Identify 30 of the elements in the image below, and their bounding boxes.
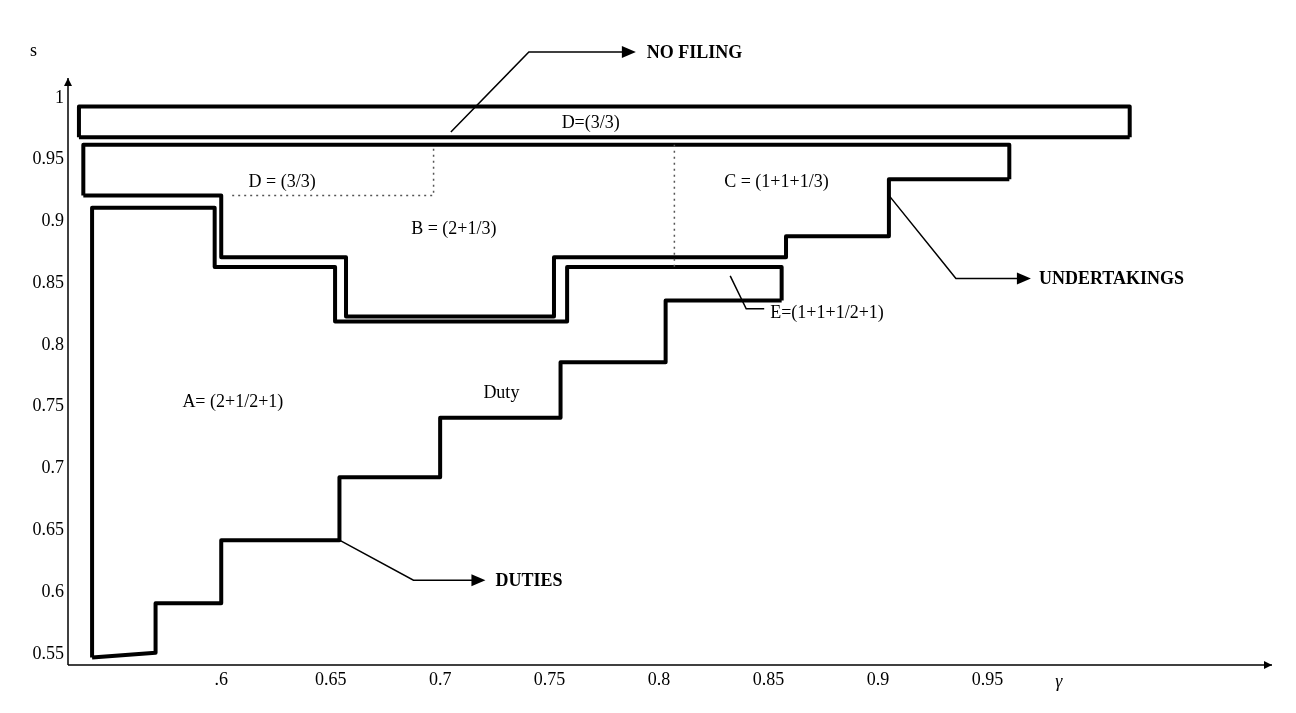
text: NO FILING [646,42,743,62]
annotation: B = (2+1/3) [411,217,497,239]
y-axis-title: s [30,40,38,60]
y-tick-label: 0.55 [32,642,64,663]
annotation: D=(3/3) [561,111,620,133]
y-tick-label: 0.9 [41,210,64,231]
y-tick-label: 0.75 [32,395,64,416]
x-tick-label: 0.85 [752,669,785,689]
y-tick-label: 1 [55,86,64,107]
x-tick-label: 0.8 [647,669,671,689]
annotation: A= (2+1/2+1) [182,390,284,412]
x-tick-label: .6 [214,669,228,689]
y-tick-label: 0.8 [41,333,64,354]
x-tick-label: 0.75 [533,669,566,689]
x-tick-label: 0.9 [866,669,890,689]
x-axis-title: γ [1055,671,1064,691]
annotation: E=(1+1+1/2+1) [770,301,884,323]
annotation: C = (1+1+1/3) [724,170,829,192]
annotation: DUTIES [495,570,563,591]
x-tick-label: 0.95 [971,669,1004,689]
annotation: Duty [483,381,520,402]
y-tick-label: 0.7 [41,457,64,478]
y-tick-label: 0.6 [41,580,64,601]
y-tick-label: 0.95 [32,148,64,169]
x-tick-label: 0.65 [314,669,347,689]
y-tick-label: 0.65 [32,519,64,540]
annotation: UNDERTAKINGS [1038,268,1184,289]
x-tick-label: 0.7 [428,669,452,689]
y-tick-label: 0.85 [32,271,64,292]
annotation: D = (3/3) [248,170,316,192]
